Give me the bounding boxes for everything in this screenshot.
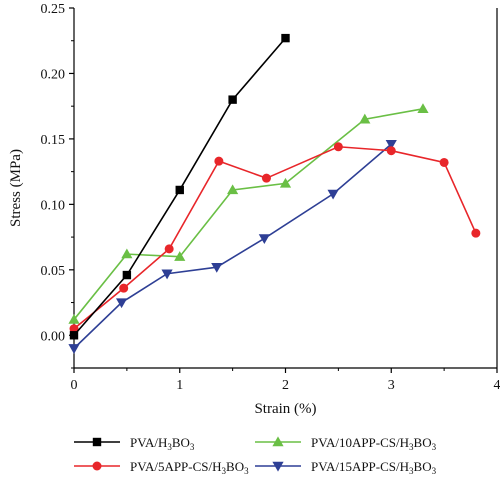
data-point [327, 190, 338, 200]
legend-item: PVA/15APP-CS/H3BO3 [255, 459, 437, 476]
legend-label: PVA/15APP-CS/H3BO3 [311, 459, 437, 476]
data-point [176, 186, 184, 194]
x-tick-label: 0 [71, 378, 78, 393]
legend-item: PVA/H3BO3 [74, 435, 195, 452]
data-point [165, 244, 174, 253]
data-point [214, 157, 223, 166]
legend-marker [93, 438, 101, 446]
y-tick-label: 0.25 [41, 2, 66, 17]
data-point [228, 95, 236, 103]
x-axis-label: Strain (%) [254, 401, 316, 417]
data-point [70, 331, 78, 339]
data-point [68, 344, 79, 354]
data-point [262, 174, 271, 183]
data-point [123, 271, 131, 279]
series-layer [68, 34, 480, 354]
data-point [281, 34, 289, 42]
series-1 [70, 142, 481, 333]
legend-item: PVA/5APP-CS/H3BO3 [74, 459, 249, 476]
legend-label: PVA/H3BO3 [130, 435, 195, 452]
legend-marker [93, 462, 102, 471]
y-tick-label: 0.05 [41, 264, 66, 279]
data-point [259, 234, 270, 244]
legend: PVA/H3BO3 PVA/5APP-CS/H3BO3 PVA/10APP-CS/H… [74, 435, 437, 476]
x-tick-label: 4 [494, 378, 500, 393]
data-point [440, 158, 449, 167]
data-point [387, 146, 396, 155]
y-tick-label: 0.10 [41, 198, 66, 213]
series-line [74, 144, 391, 348]
legend-item: PVA/10APP-CS/H3BO3 [255, 435, 437, 452]
y-axis-label: Stress (MPa) [8, 149, 24, 227]
data-point [119, 284, 128, 293]
y-tick-label: 0.20 [41, 67, 66, 82]
data-point [417, 103, 428, 113]
data-point [161, 270, 172, 280]
series-3 [68, 140, 396, 354]
x-tick-label: 2 [282, 378, 289, 393]
x-tick-label: 3 [388, 378, 395, 393]
y-tick-label: 0.15 [41, 133, 66, 148]
legend-label: PVA/5APP-CS/H3BO3 [130, 459, 249, 476]
y-tick-label: 0.00 [41, 329, 66, 344]
axes: 0 1 2 3 4 0.00 0.05 0.10 0.15 0.20 0.25 [41, 2, 500, 393]
x-tick-label: 1 [176, 378, 183, 393]
data-point [121, 249, 132, 259]
series-line [74, 147, 476, 329]
legend-label: PVA/10APP-CS/H3BO3 [311, 435, 437, 452]
data-point [334, 142, 343, 151]
data-point [471, 229, 480, 238]
